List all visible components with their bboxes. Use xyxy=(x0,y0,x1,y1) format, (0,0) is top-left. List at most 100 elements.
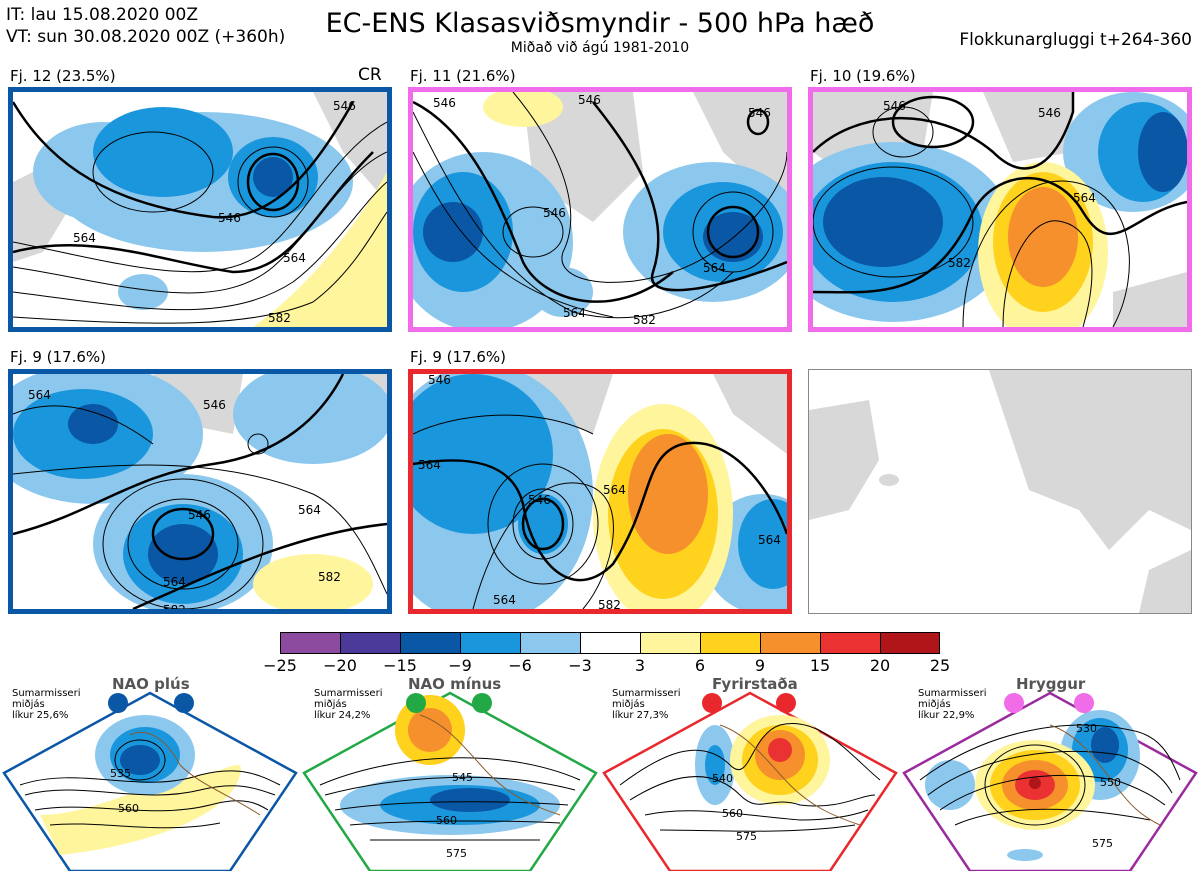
colorbar-tick-label: 15 xyxy=(809,656,831,675)
panel-3-label: Fj. 10 (19.6%) xyxy=(810,67,916,85)
panel-3-map: 546 546 564 582 xyxy=(813,92,1187,327)
regime-nao-minus-contour: 545 xyxy=(452,771,473,784)
panel-5-contour-label: 564 xyxy=(418,458,441,472)
panel-2-label: Fj. 11 (21.6%) xyxy=(410,67,516,85)
valid-time: VT: sun 30.08.2020 00Z (+360h) xyxy=(6,27,286,47)
colorbar-segment xyxy=(460,632,520,654)
colorbar-tick-label: 3 xyxy=(634,656,646,675)
panel-4-contour-label: 564 xyxy=(298,503,321,517)
colorbar-tick-label: −6 xyxy=(508,656,532,675)
colorbar-tick-label: 9 xyxy=(754,656,766,675)
regime-nao-minus-title: NAO mínus xyxy=(408,675,502,693)
page-title: EC-ENS Klasasviðsmyndir - 500 hPa hæð xyxy=(325,8,875,39)
panel-5-contour-label: 546 xyxy=(428,374,451,387)
regime-ridge: Hryggur Sumarmisseri miðjás líkur 22,9% 53… xyxy=(900,675,1200,871)
panel-3-contour-label: 546 xyxy=(883,99,906,113)
colorbar-segment xyxy=(340,632,400,654)
panel-1-map: 546 546 564 564 582 xyxy=(13,92,387,327)
panel-5-contour-label: 582 xyxy=(598,598,621,609)
regime-nao-minus-map xyxy=(302,691,598,871)
colorbar-segment xyxy=(400,632,460,654)
empty-map-panel xyxy=(808,369,1192,614)
panel-2-contour-label: 546 xyxy=(543,206,566,220)
regime-blocking-note: Sumarmisseri miðjás líkur 27,3% xyxy=(612,688,681,721)
regime-ridge-contour: 575 xyxy=(1092,837,1113,850)
regime-ridge-contour: 550 xyxy=(1100,776,1121,789)
regime-ridge-marker xyxy=(1074,693,1094,713)
panel-1-tag: CR xyxy=(358,65,382,85)
panel-5-contour-label: 564 xyxy=(493,593,516,607)
panel-3-contour-label: 582 xyxy=(948,256,971,270)
regime-nao-minus-note: Sumarmisseri miðjás líkur 24,2% xyxy=(314,688,383,721)
cluster-map-panel-2[interactable]: 546 546 546 546 564 564 582 xyxy=(408,87,792,332)
regime-nao-minus-marker xyxy=(406,693,426,713)
regime-nao-plus: NAO plús Sumarmisseri miðjás líkur 25,6% 5… xyxy=(0,675,300,871)
panel-2-map: 546 546 546 546 564 564 582 xyxy=(413,92,787,327)
colorbar-tick-label: −20 xyxy=(323,656,357,675)
page-subtitle: Miðað við ágú 1981-2010 xyxy=(510,40,690,56)
regime-nao-plus-contour: 535 xyxy=(110,767,131,780)
cluster-map-panel-4[interactable]: 564 546 546 564 564 582 582 xyxy=(8,369,392,614)
header-info: IT: lau 15.08.2020 00Z VT: sun 30.08.202… xyxy=(6,4,285,48)
colorbar-segment xyxy=(700,632,760,654)
colorbar-tick-label: 6 xyxy=(694,656,706,675)
regime-nao-minus-marker xyxy=(472,693,492,713)
regime-nao-plus-map xyxy=(2,691,298,871)
colorbar-tick-label: −15 xyxy=(383,656,417,675)
regime-nao-minus: NAO mínus Sumarmisseri miðjás líkur 24,2% … xyxy=(300,675,600,871)
panel-1-label: Fj. 12 (23.5%) xyxy=(10,67,116,85)
colorbar-tick-label: 20 xyxy=(869,656,891,675)
regime-ridge-title: Hryggur xyxy=(1016,675,1086,693)
regime-blocking-map xyxy=(602,691,898,871)
colorbar-segment xyxy=(820,632,880,654)
regime-ridge-marker xyxy=(1004,693,1024,713)
panel-4-contour-label: 564 xyxy=(163,575,186,589)
panel-2-contour-label: 546 xyxy=(578,93,601,107)
empty-map xyxy=(809,370,1191,613)
panel-5-label: Fj. 9 (17.6%) xyxy=(410,348,506,366)
panel-4-label: Fj. 9 (17.6%) xyxy=(10,348,106,366)
regime-blocking: Fyrirstaða Sumarmisseri miðjás líkur 27,3%… xyxy=(600,675,900,871)
colorbar-segment xyxy=(520,632,580,654)
regime-blocking-contour: 540 xyxy=(712,772,733,785)
regime-nao-plus-marker xyxy=(174,693,194,713)
regime-blocking-marker xyxy=(776,693,796,713)
panel-5-map: 546 564 546 564 564 582 564 xyxy=(413,374,787,609)
regime-nao-plus-note: Sumarmisseri miðjás líkur 25,6% xyxy=(12,688,81,721)
regime-nao-plus-contour: 560 xyxy=(118,802,139,815)
panel-3-contour-label: 546 xyxy=(1038,106,1061,120)
regime-blocking-contour: 575 xyxy=(736,830,757,843)
panel-4-contour-label: 546 xyxy=(188,508,211,522)
panel-5-contour-label: 564 xyxy=(758,533,781,547)
colorbar-segment xyxy=(880,632,940,654)
panel-3-contour-label: 564 xyxy=(1073,191,1096,205)
panel-5-contour-label: 546 xyxy=(528,493,551,507)
colorbar-segment xyxy=(760,632,820,654)
regime-ridge-map xyxy=(902,691,1198,871)
panel-5-contour-label: 564 xyxy=(603,483,626,497)
regime-nao-plus-title: NAO plús xyxy=(112,675,190,693)
panel-4-contour-label: 546 xyxy=(203,398,226,412)
panel-4-map: 564 546 546 564 564 582 582 xyxy=(13,374,387,609)
initial-time: IT: lau 15.08.2020 00Z xyxy=(6,5,198,25)
cluster-map-panel-3[interactable]: 546 546 564 582 xyxy=(808,87,1192,332)
panel-2-contour-label: 546 xyxy=(433,96,456,110)
panel-2-contour-label: 546 xyxy=(748,106,771,120)
panel-1-contour-label: 582 xyxy=(268,311,291,325)
panel-1-contour-label: 546 xyxy=(218,211,241,225)
regime-blocking-title: Fyrirstaða xyxy=(712,675,798,693)
cluster-map-panel-5[interactable]: 546 564 546 564 564 582 564 xyxy=(408,369,792,614)
panel-1-contour-label: 564 xyxy=(73,231,96,245)
colorbar-tick-label: −25 xyxy=(263,656,297,675)
regime-blocking-contour: 560 xyxy=(722,807,743,820)
cluster-map-panel-1[interactable]: 546 546 564 564 582 xyxy=(8,87,392,332)
colorbar-tick-label: −3 xyxy=(568,656,592,675)
colorbar-segment xyxy=(580,632,640,654)
panel-4-contour-label: 582 xyxy=(163,603,186,609)
panel-1-contour-label: 546 xyxy=(333,99,356,113)
panel-1-contour-label: 564 xyxy=(283,251,306,265)
panel-2-contour-label: 582 xyxy=(633,313,656,327)
colorbar-tick-label: −9 xyxy=(448,656,472,675)
panel-4-contour-label: 564 xyxy=(28,388,51,402)
colorbar-tick-label: 25 xyxy=(929,656,951,675)
